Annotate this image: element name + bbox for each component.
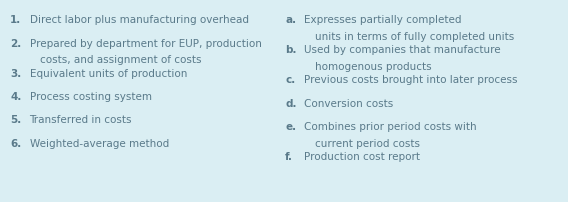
Text: c.: c. [285,75,295,85]
Text: 6.: 6. [10,138,22,148]
Text: a.: a. [285,15,296,25]
Text: e.: e. [285,121,296,131]
Text: Weighted-average method: Weighted-average method [30,138,169,148]
Text: Previous costs brought into later process: Previous costs brought into later proces… [304,75,518,85]
Text: Production cost report: Production cost report [304,151,420,161]
Text: Used by companies that manufacture: Used by companies that manufacture [304,45,501,55]
Text: current period costs: current period costs [315,138,420,148]
Text: Prepared by department for EUP, production: Prepared by department for EUP, producti… [30,38,261,48]
Text: Process costing system: Process costing system [30,92,152,101]
Text: 5.: 5. [10,115,22,125]
Text: costs, and assignment of costs: costs, and assignment of costs [40,55,201,65]
Text: 1.: 1. [10,15,22,25]
Text: Expresses partially completed: Expresses partially completed [304,15,462,25]
Text: Direct labor plus manufacturing overhead: Direct labor plus manufacturing overhead [30,15,249,25]
Text: Combines prior period costs with: Combines prior period costs with [304,121,477,131]
Text: 3.: 3. [10,68,22,78]
Text: b.: b. [285,45,296,55]
Text: f.: f. [285,151,293,161]
Text: units in terms of fully completed units: units in terms of fully completed units [315,32,514,42]
Text: 2.: 2. [10,38,22,48]
Text: Conversion costs: Conversion costs [304,98,394,108]
Text: 4.: 4. [10,92,22,101]
Text: homogenous products: homogenous products [315,62,431,72]
Text: d.: d. [285,98,296,108]
Text: Transferred in costs: Transferred in costs [30,115,132,125]
Text: Equivalent units of production: Equivalent units of production [30,68,187,78]
